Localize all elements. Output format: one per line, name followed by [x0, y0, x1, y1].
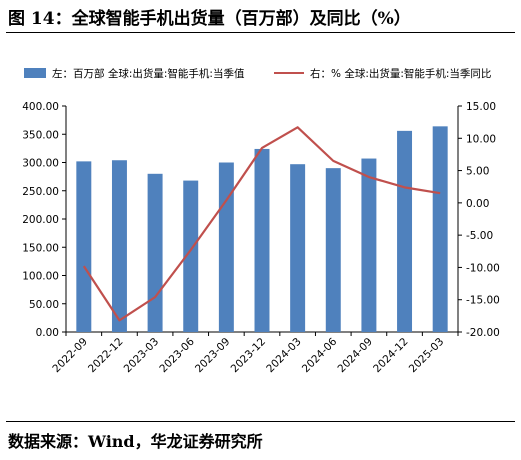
legend-swatch-bar: [24, 68, 46, 78]
bar: [290, 164, 306, 332]
y-right-tick-label: -20.00: [466, 327, 500, 339]
y-left-tick-label: 250.00: [22, 186, 59, 198]
y-left-tick-label: 100.00: [22, 271, 59, 283]
y-right-tick-label: 5.00: [466, 166, 489, 178]
bar: [183, 180, 199, 332]
combo-chart: 左：百万部 全球:出货量:智能手机:当季值 右：% 全球:出货量:智能手机:当季同…: [22, 67, 500, 375]
x-tick-label: 2023-12: [229, 336, 269, 376]
y-left-tick-label: 200.00: [22, 214, 59, 226]
x-tick-label: 2023-09: [193, 336, 233, 376]
yoy-line: [82, 126, 441, 322]
x-tick-label: 2024-03: [264, 336, 304, 376]
x-tick-label: 2023-03: [122, 336, 162, 376]
x-tick-labels: 2022-092022-122023-032023-062023-092023-…: [50, 335, 446, 375]
y-right-tick-label: -5.00: [466, 230, 493, 242]
y-left-tick-label: 50.00: [29, 299, 59, 311]
line-series: [82, 126, 441, 322]
bar: [218, 162, 234, 332]
y-left-tick-label: 350.00: [22, 129, 59, 141]
y-left-tick-label: 400.00: [22, 101, 59, 113]
x-tick-label: 2024-12: [371, 336, 411, 376]
bar: [432, 126, 448, 332]
y-right-tick-label: -15.00: [466, 295, 500, 307]
legend: 左：百万部 全球:出货量:智能手机:当季值 右：% 全球:出货量:智能手机:当季同…: [24, 67, 491, 80]
legend-label-line: 右：% 全球:出货量:智能手机:当季同比: [310, 67, 491, 80]
y-right-tick-label: 0.00: [466, 198, 489, 210]
y-left-tick-label: 0.00: [36, 327, 59, 339]
axes: 0.00 50.00 100.00 150.00 200.00 250.00 300.00 3…: [22, 101, 500, 339]
bar-series: [76, 126, 448, 332]
bar: [76, 161, 92, 332]
data-source: 数据来源：Wind，华龙证券研究所: [8, 432, 263, 451]
x-tick-label: 2024-09: [336, 336, 376, 376]
y-right-tick-label: -10.00: [466, 262, 500, 274]
y-right-tick-label: 10.00: [466, 133, 496, 145]
y-left-tick-label: 300.00: [22, 158, 59, 170]
x-tick-label: 2022-12: [86, 336, 126, 376]
bar: [397, 130, 413, 332]
figure-title: 图 14：全球智能手机出货量（百万部）及同比（%）: [8, 9, 411, 29]
bar: [361, 158, 377, 332]
bar: [254, 148, 270, 332]
x-tick-label: 2022-09: [50, 336, 90, 376]
x-tick-label: 2024-06: [300, 335, 340, 375]
y-left-tick-label: 150.00: [22, 242, 59, 254]
bar: [325, 168, 341, 332]
bottom-divider: [6, 421, 515, 422]
bar: [111, 160, 127, 332]
top-divider: [6, 32, 515, 33]
bar: [147, 173, 163, 332]
legend-label-bar: 左：百万部 全球:出货量:智能手机:当季值: [52, 67, 245, 80]
x-tick-label: 2023-06: [157, 335, 197, 375]
chart-container: 左：百万部 全球:出货量:智能手机:当季值 右：% 全球:出货量:智能手机:当季同…: [6, 36, 515, 419]
y-right-tick-label: 15.00: [466, 101, 496, 113]
x-tick-label: 2025-03: [407, 336, 447, 376]
